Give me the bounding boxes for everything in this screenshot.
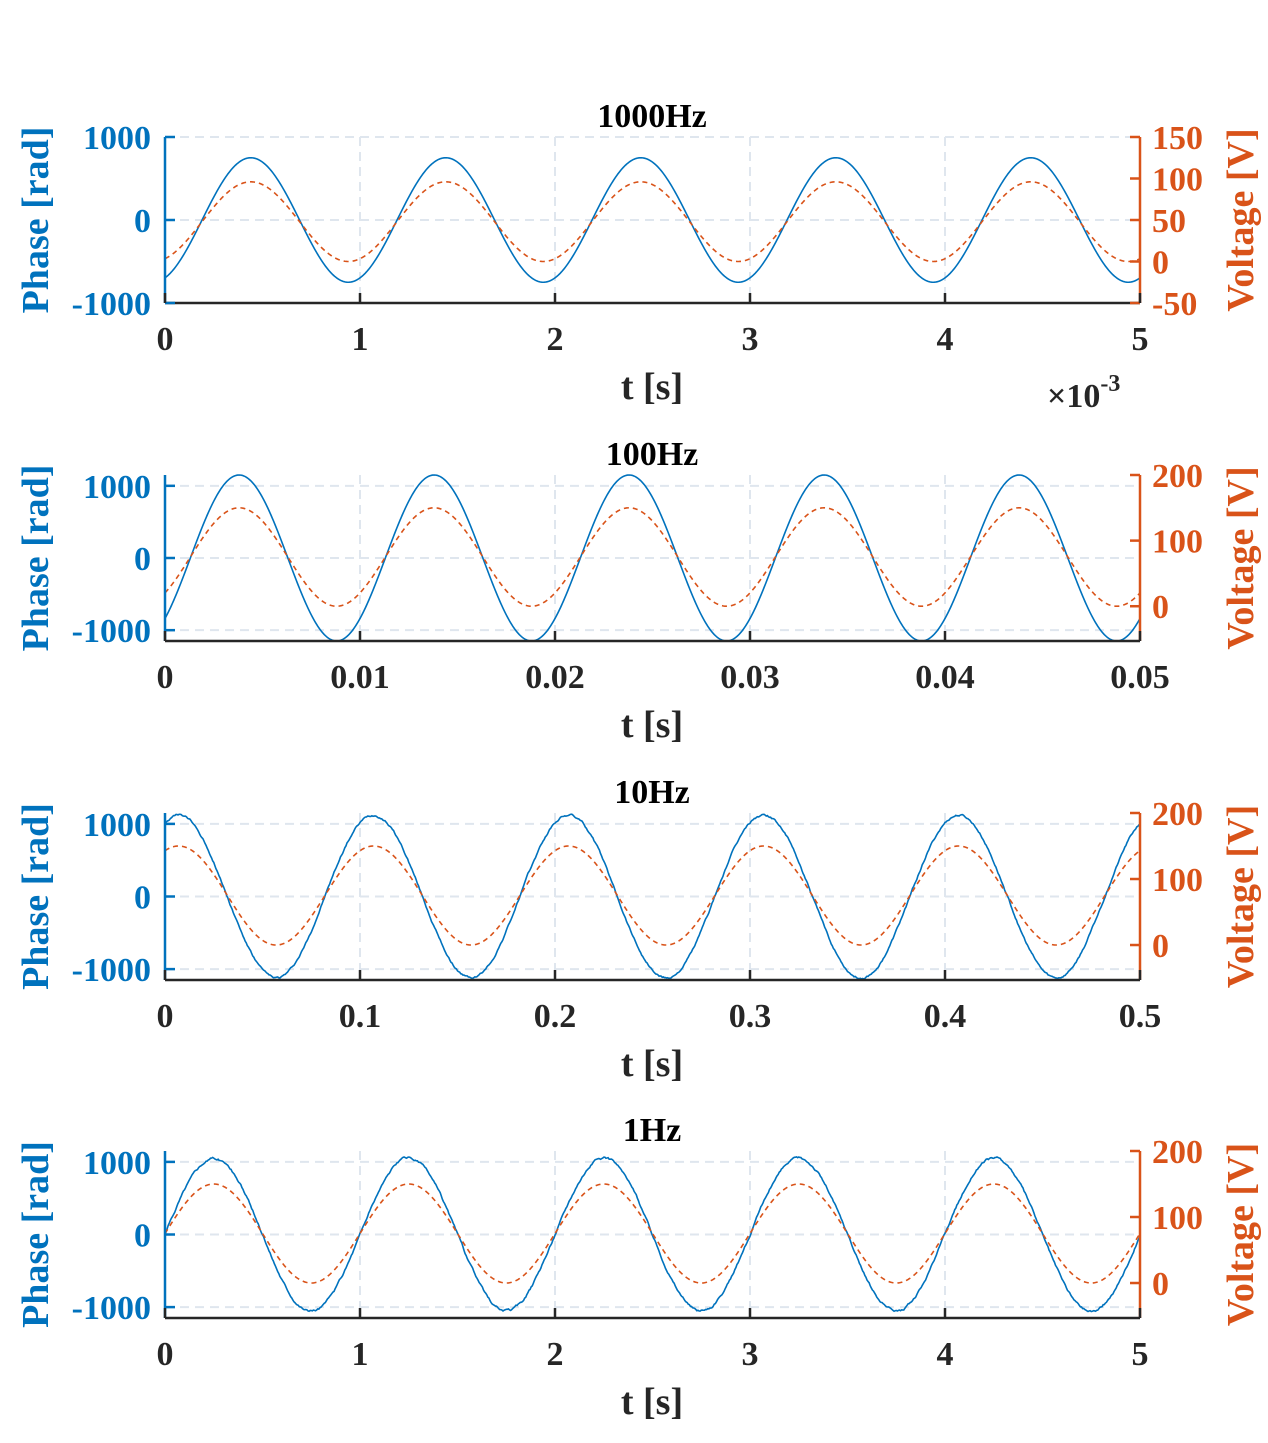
right-axis-label: Voltage [V] (1220, 805, 1262, 988)
left-tick-label: -1000 (72, 613, 151, 650)
left-tick-label: 0 (134, 203, 151, 240)
x-tick-label: 2 (547, 1336, 564, 1373)
voltage-series-line (164, 181, 1141, 263)
right-tick-label: 100 (1152, 1200, 1203, 1237)
x-tick-label: 3 (742, 1336, 759, 1373)
x-tick-label: 0 (157, 321, 174, 358)
right-tick-label: 0 (1152, 1266, 1169, 1303)
right-axis-label: Voltage [V] (1220, 466, 1262, 649)
x-axis-label: t [s] (621, 704, 683, 746)
x-axis-label: t [s] (621, 1381, 683, 1423)
x-tick-label: 0.4 (924, 998, 967, 1035)
left-tick-label: -1000 (72, 952, 151, 989)
x-axis-label: t [s] (621, 366, 683, 408)
chart-title: 10Hz (614, 774, 690, 811)
left-axis-label: Phase [rad] (15, 465, 57, 652)
left-tick-label: 1000 (83, 120, 151, 157)
left-tick-label: 0 (134, 541, 151, 578)
x-tick-label: 0 (157, 998, 174, 1035)
x-tick-label: 0 (157, 1336, 174, 1373)
x-tick-label: 0.05 (1110, 659, 1170, 696)
left-tick-label: 0 (134, 880, 151, 917)
x-tick-label: 0 (157, 659, 174, 696)
right-tick-label: 200 (1152, 796, 1203, 833)
x-tick-label: 0.2 (534, 998, 577, 1035)
left-axis-label: Phase [rad] (15, 127, 57, 314)
left-axis-label: Phase [rad] (15, 803, 57, 990)
right-tick-label: 100 (1152, 862, 1203, 899)
x-tick-label: 3 (742, 321, 759, 358)
x-tick-label: 0.5 (1119, 998, 1162, 1035)
phase-series-line (164, 813, 1141, 980)
x-axis-label: t [s] (621, 1043, 683, 1085)
right-tick-label: 150 (1152, 120, 1203, 157)
x-tick-label: 1 (352, 321, 369, 358)
x-tick-label: 4 (937, 321, 954, 358)
right-tick-label: -50 (1152, 286, 1197, 323)
x-tick-label: 0.1 (339, 998, 382, 1035)
x-tick-label: 5 (1132, 1336, 1149, 1373)
right-axis-label: Voltage [V] (1220, 1143, 1262, 1326)
chart-title: 100Hz (606, 436, 699, 473)
left-tick-label: 1000 (83, 469, 151, 506)
phase-series-line (164, 1155, 1141, 1313)
left-tick-label: -1000 (72, 286, 151, 323)
right-tick-label: 200 (1152, 1134, 1203, 1171)
right-tick-label: 50 (1152, 203, 1186, 240)
x-tick-label: 0.01 (330, 659, 390, 696)
x-exponent-label: ×10-3 (1047, 371, 1120, 415)
x-exponent-base: ×10 (1047, 378, 1100, 415)
x-tick-label: 0.3 (729, 998, 772, 1035)
left-tick-label: 1000 (83, 807, 151, 844)
x-tick-label: 0.03 (720, 659, 780, 696)
left-tick-label: -1000 (72, 1290, 151, 1327)
phase-series-line (164, 156, 1141, 284)
left-axis-label: Phase [rad] (15, 1141, 57, 1328)
voltage-series-line (164, 845, 1141, 946)
x-tick-label: 2 (547, 321, 564, 358)
x-tick-label: 1 (352, 1336, 369, 1373)
x-tick-label: 0.04 (915, 659, 975, 696)
right-tick-label: 0 (1152, 589, 1169, 626)
left-tick-label: 1000 (83, 1145, 151, 1182)
right-tick-label: 100 (1152, 162, 1203, 199)
chart-title: 1Hz (623, 1112, 682, 1149)
right-tick-label: 0 (1152, 928, 1169, 965)
x-exponent-power: -3 (1100, 371, 1120, 397)
right-axis-label: Voltage [V] (1220, 128, 1262, 311)
right-tick-label: 100 (1152, 524, 1203, 561)
x-tick-label: 4 (937, 1336, 954, 1373)
x-tick-label: 5 (1132, 321, 1149, 358)
left-tick-label: 0 (134, 1218, 151, 1255)
phase-series-line (164, 474, 1141, 642)
right-tick-label: 0 (1152, 245, 1169, 282)
chart-title: 1000Hz (597, 98, 707, 135)
x-tick-label: 0.02 (525, 659, 585, 696)
right-tick-label: 200 (1152, 458, 1203, 495)
